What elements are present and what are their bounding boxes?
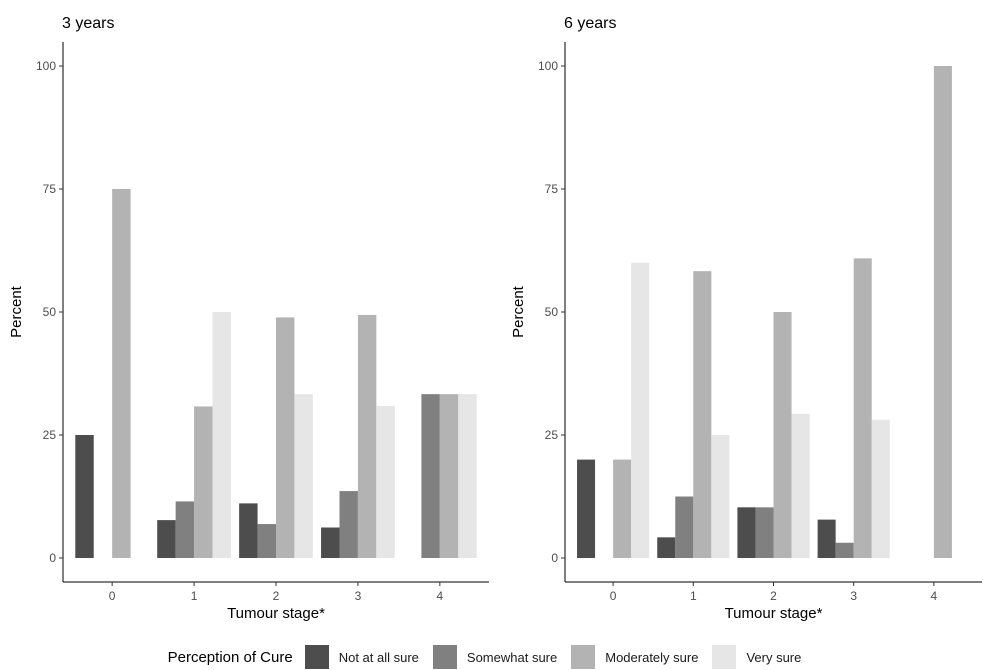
legend: Perception of Cure Not at all sure Somew…: [0, 644, 983, 670]
bar: [194, 406, 213, 558]
y-tick-label: 75: [545, 182, 559, 196]
y-tick-label: 25: [545, 428, 559, 442]
x-tick-label: 3: [355, 589, 362, 603]
bar: [871, 419, 890, 558]
legend-swatch: [571, 645, 596, 669]
bar: [421, 394, 440, 558]
panel-title: 6 years: [564, 15, 616, 32]
legend-label: Very sure: [746, 649, 802, 665]
x-tick-label: 4: [931, 589, 938, 603]
bar: [357, 314, 377, 558]
bar: [339, 491, 358, 558]
bar: [693, 271, 712, 558]
bar: [657, 537, 676, 558]
bar: [773, 312, 792, 558]
bar: [175, 501, 195, 558]
panel-title: 3 years: [62, 15, 114, 32]
bar: [835, 542, 854, 558]
bar: [631, 262, 650, 558]
legend-swatch: [304, 645, 329, 669]
legend-item-somewhat-sure: Somewhat sure: [432, 645, 558, 669]
bar: [853, 258, 872, 558]
x-tick-label: 1: [690, 589, 697, 603]
bar: [613, 459, 632, 558]
legend-label: Not at all sure: [338, 649, 419, 665]
y-tick-label: 25: [43, 428, 57, 442]
y-tick-label: 50: [43, 305, 57, 319]
legend-title: Perception of Cure: [167, 648, 293, 666]
bar: [239, 503, 258, 558]
bar: [737, 507, 756, 558]
x-tick-label: 3: [850, 589, 857, 603]
y-tick-label: 100: [538, 59, 558, 73]
bar: [675, 496, 694, 558]
x-tick-label: 0: [610, 589, 617, 603]
y-tick-label: 0: [551, 551, 558, 565]
bar: [817, 519, 836, 558]
y-tick-label: 50: [545, 305, 559, 319]
x-tick-label: 2: [273, 589, 280, 603]
x-tick-label: 4: [437, 589, 444, 603]
x-axis-label: Tumour stage*: [227, 605, 325, 622]
bar: [321, 527, 340, 558]
bar: [458, 394, 477, 558]
bar: [376, 405, 395, 558]
bar: [257, 524, 276, 558]
legend-swatch: [432, 645, 457, 669]
x-tick-label: 1: [191, 589, 198, 603]
bar: [711, 435, 730, 558]
legend-item-not-at-all-sure: Not at all sure: [304, 645, 419, 669]
legend-label: Somewhat sure: [466, 649, 558, 665]
x-tick-label: 0: [109, 589, 116, 603]
y-axis-label: Percent: [510, 285, 527, 338]
y-tick-label: 75: [43, 182, 57, 196]
bar: [112, 189, 131, 558]
y-axis-label: Percent: [8, 285, 25, 338]
bar: [294, 394, 313, 558]
bar: [276, 317, 295, 558]
x-tick-label: 2: [770, 589, 777, 603]
bar: [755, 507, 774, 558]
legend-swatch: [712, 645, 737, 669]
bar: [75, 435, 94, 558]
bar: [577, 459, 596, 558]
bar: [791, 413, 810, 558]
legend-item-very-sure: Very sure: [712, 645, 801, 669]
bar: [933, 66, 952, 558]
bar: [212, 312, 231, 558]
y-tick-label: 0: [49, 551, 56, 565]
bar: [439, 394, 459, 558]
x-axis-label: Tumour stage*: [725, 605, 823, 622]
legend-label: Moderately sure: [605, 649, 699, 665]
bar: [157, 520, 176, 558]
legend-item-moderately-sure: Moderately sure: [571, 645, 698, 669]
y-tick-label: 100: [36, 59, 56, 73]
